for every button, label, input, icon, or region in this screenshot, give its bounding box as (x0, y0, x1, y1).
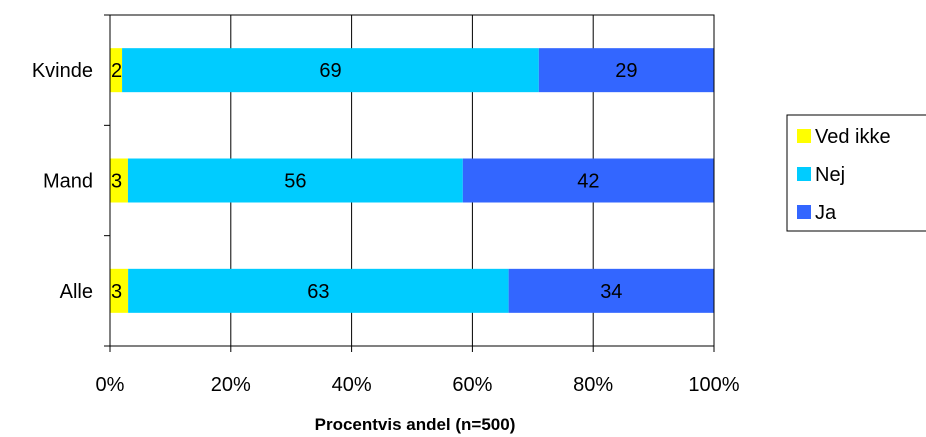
bar-value-label: 42 (577, 171, 599, 193)
bar-segment (462, 158, 714, 203)
bar-segment (128, 268, 509, 313)
bar-segment (110, 158, 128, 203)
y-category-label: Kvinde (32, 60, 93, 82)
x-tick-label: 0% (96, 374, 125, 396)
x-axis-title: Procentvis andel (n=500) (315, 415, 516, 434)
x-tick-label: 100% (688, 374, 739, 396)
x-tick-label: 60% (452, 374, 492, 396)
legend-swatch (797, 167, 811, 181)
bar-segment (110, 48, 123, 93)
bar-value-label: 56 (284, 171, 306, 193)
bar-segment (122, 48, 539, 93)
tick-labels: 0% 20% 40% 60% 80% 100% Kvinde Mand Alle (32, 60, 740, 396)
y-category-label: Alle (60, 281, 93, 303)
bar-segment (538, 48, 714, 93)
x-tick-label: 40% (332, 374, 372, 396)
bar-value-label: 3 (111, 171, 122, 193)
bar-value-label: 3 (111, 281, 122, 303)
bar-value-label: 69 (319, 60, 341, 82)
plot-area-frame (109, 14, 715, 347)
axes (104, 14, 715, 352)
x-tick-label: 80% (573, 374, 613, 396)
legend-label: Ved ikke (815, 126, 891, 148)
bar-segment (110, 268, 129, 313)
x-tick-label: 20% (211, 374, 251, 396)
bar-value-label: 2 (111, 60, 122, 82)
legend-label: Nej (815, 164, 845, 186)
legend-label: Ja (815, 202, 837, 224)
bar-value-label: 29 (615, 60, 637, 82)
bar-segment (508, 268, 714, 313)
legend-swatch (797, 205, 811, 219)
y-category-label: Mand (43, 171, 93, 193)
bars: 2 69 29 3 56 42 3 63 34 (110, 48, 714, 313)
legend: Ved ikke Nej Ja (786, 114, 926, 232)
bar-value-label: 34 (600, 281, 622, 303)
legend-swatch (797, 129, 811, 143)
bar-value-label: 63 (307, 281, 329, 303)
bar-segment (127, 158, 463, 203)
